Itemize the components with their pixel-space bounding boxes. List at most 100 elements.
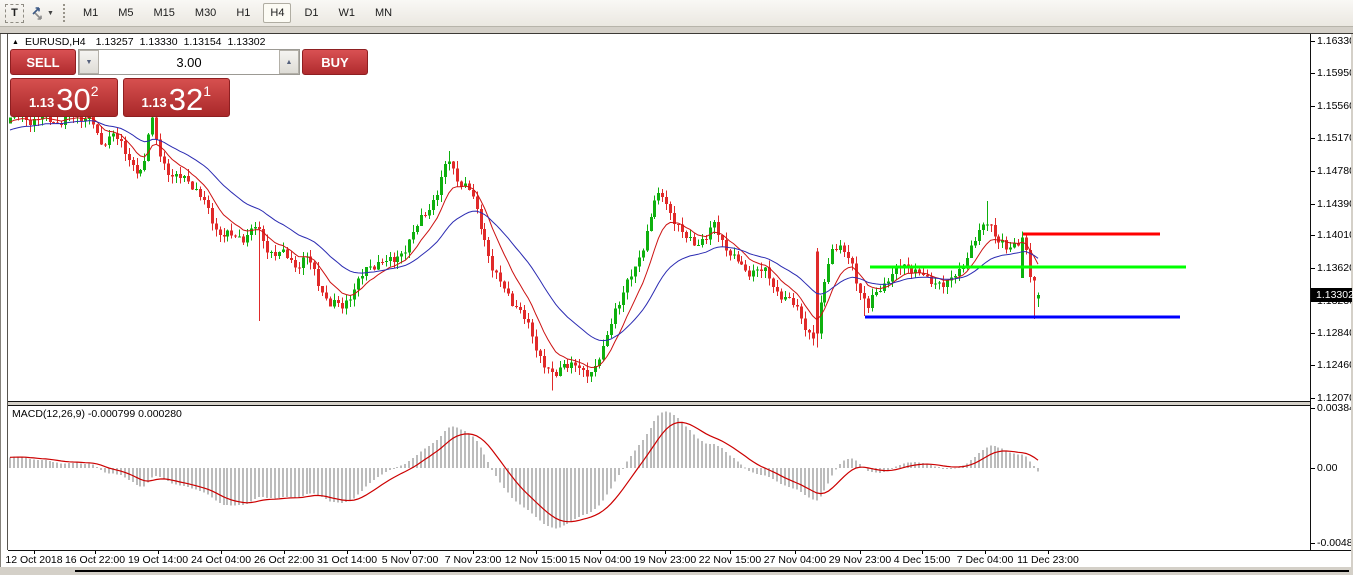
toolbar-grip[interactable] — [62, 4, 65, 22]
macd-tick-dash — [1311, 468, 1315, 469]
price-chart-canvas[interactable] — [8, 39, 1310, 401]
volume-input[interactable] — [99, 50, 279, 74]
chart-window: ▲ EURUSD,H4 1.13257 1.13330 1.13154 1.13… — [0, 33, 1353, 575]
macd-pane: MACD(12,26,9) -0.000799 0.000280 — [8, 406, 1310, 550]
timeframe-button-H1[interactable]: H1 — [236, 7, 251, 19]
timeframe-button-H4[interactable]: H4 — [263, 3, 292, 23]
price-tick-label: 1.15560 — [1317, 99, 1353, 112]
time-tick-label: 7 Dec 04:00 — [956, 554, 1014, 566]
time-tick-label: 31 Oct 14:00 — [316, 554, 378, 566]
timeframe-button-D1[interactable]: D1 — [304, 7, 319, 19]
macd-signal-value: 0.000280 — [138, 408, 182, 420]
volume-stepper: ▼ ▲ — [78, 49, 300, 75]
arrows-tool-button[interactable] — [28, 5, 45, 22]
price-tick-label: 1.15170 — [1317, 132, 1353, 145]
time-tick-dash — [600, 551, 601, 554]
bottom-strip — [0, 567, 1353, 575]
price-tick-label: 1.14390 — [1317, 197, 1353, 210]
time-tick-dash — [730, 551, 731, 554]
time-tick-label: 24 Oct 04:00 — [190, 554, 252, 566]
price-tick-label: 1.12070 — [1317, 392, 1353, 404]
buy-price-display[interactable]: 1.13 32 1 — [122, 78, 230, 117]
buy-price-pips: 32 — [168, 82, 204, 117]
price-tick-dash — [1311, 72, 1315, 74]
sell-button[interactable]: SELL — [10, 49, 76, 75]
pane-splitter[interactable] — [8, 401, 1351, 406]
timeframe-button-M30[interactable]: M30 — [194, 7, 217, 19]
price-tick-label: 1.14010 — [1317, 229, 1353, 242]
text-label-tool-button[interactable]: T — [5, 3, 24, 23]
time-tick-dash — [795, 551, 796, 554]
low-value: 1.13154 — [183, 36, 222, 48]
macd-tick-label: 0.003847 — [1317, 402, 1353, 415]
arrows-icon — [31, 7, 42, 20]
price-axis[interactable]: 1.16330 1.15950 1.15560 1.15170 1.14780 1.143… — [1310, 34, 1353, 550]
close-value: 1.13302 — [227, 36, 266, 48]
trade-panel-toggle-icon[interactable]: ▲ — [12, 38, 19, 46]
time-tick-dash — [1048, 551, 1049, 554]
time-tick-dash — [473, 551, 474, 554]
time-tick-label: 5 Nov 07:00 — [381, 554, 439, 566]
time-axis[interactable]: 12 Oct 2018 16 Oct 22:00 19 Oct 14:00 24 Oc… — [5, 551, 1310, 567]
volume-decrease-button[interactable]: ▼ — [79, 50, 99, 74]
time-tick-dash — [95, 551, 96, 554]
time-tick-label: 16 Oct 22:00 — [64, 554, 126, 566]
price-pane: SELL ▼ ▲ BUY 1.13 30 2 1.13 32 1 — [8, 39, 1310, 401]
time-tick-dash — [665, 551, 666, 554]
open-value: 1.13257 — [95, 36, 134, 48]
time-tick-label: 7 Nov 23:00 — [444, 554, 502, 566]
price-tick-dash — [1311, 268, 1315, 270]
window-right-edge — [1351, 34, 1353, 574]
macd-tick-dash — [1311, 408, 1315, 410]
time-tick-label: 19 Oct 14:00 — [127, 554, 189, 566]
time-tick-dash — [860, 551, 861, 554]
buy-price-prefix: 1.13 — [141, 95, 167, 110]
price-tick-dash — [1311, 203, 1315, 205]
time-tick-label: 4 Dec 15:00 — [893, 554, 951, 566]
price-tick-label: 1.12840 — [1317, 327, 1353, 340]
top-toolbar: T ▼ M1 M5 M15 M30 H1 H4 D1 W1 MN — [0, 0, 1353, 27]
sell-price-display[interactable]: 1.13 30 2 — [10, 78, 118, 117]
time-tick-dash — [922, 551, 923, 554]
time-tick-label: 29 Nov 23:00 — [828, 554, 892, 566]
time-tick-label: 15 Nov 04:00 — [568, 554, 632, 566]
buy-price-point: 1 — [203, 83, 212, 99]
macd-name: MACD(12,26,9) — [12, 408, 85, 420]
axis-bottom-line — [8, 550, 1351, 551]
time-tick-dash — [284, 551, 285, 554]
timeframe-button-M1[interactable]: M1 — [82, 7, 99, 19]
timeframe-button-M15[interactable]: M15 — [153, 7, 175, 19]
time-tick-dash — [158, 551, 159, 554]
buy-button[interactable]: BUY — [302, 49, 368, 75]
tool-dropdown-caret[interactable]: ▼ — [47, 9, 54, 17]
timeframe-button-MN[interactable]: MN — [375, 7, 393, 19]
price-tick-dash — [1311, 41, 1315, 42]
time-tick-dash — [985, 551, 986, 554]
symbol-label: EURUSD,H4 — [24, 36, 86, 48]
price-tick-label: 1.16330 — [1317, 35, 1353, 47]
macd-tick-label: 0.00 — [1317, 462, 1338, 474]
timeframe-toolbar: M1 M5 M15 M30 H1 H4 D1 W1 MN — [73, 3, 402, 23]
timeframe-button-M5[interactable]: M5 — [118, 7, 134, 19]
price-tick-label: 1.14780 — [1317, 164, 1353, 177]
time-tick-label: 19 Nov 23:00 — [633, 554, 697, 566]
timeframe-button-W1[interactable]: W1 — [338, 7, 356, 19]
sell-price-prefix: 1.13 — [28, 95, 55, 110]
macd-label: MACD(12,26,9) -0.000799 0.000280 — [12, 408, 182, 420]
macd-canvas[interactable] — [8, 406, 1310, 550]
time-tick-dash — [536, 551, 537, 554]
current-price-badge: 1.13302 — [1311, 288, 1353, 302]
ohlc-info-line: ▲ EURUSD,H4 1.13257 1.13330 1.13154 1.13… — [12, 36, 266, 48]
sell-price-pips: 30 — [56, 82, 91, 117]
price-tick-dash — [1311, 365, 1315, 367]
price-tick-label: 1.12460 — [1317, 359, 1353, 372]
macd-tick-dash — [1311, 543, 1315, 545]
window-left-inner-edge — [7, 34, 8, 550]
volume-increase-button[interactable]: ▲ — [279, 50, 299, 74]
price-tick-dash — [1311, 105, 1315, 107]
price-tick-dash — [1311, 138, 1315, 140]
time-tick-dash — [347, 551, 348, 554]
time-tick-dash — [221, 551, 222, 554]
sell-price-point: 2 — [90, 83, 99, 99]
